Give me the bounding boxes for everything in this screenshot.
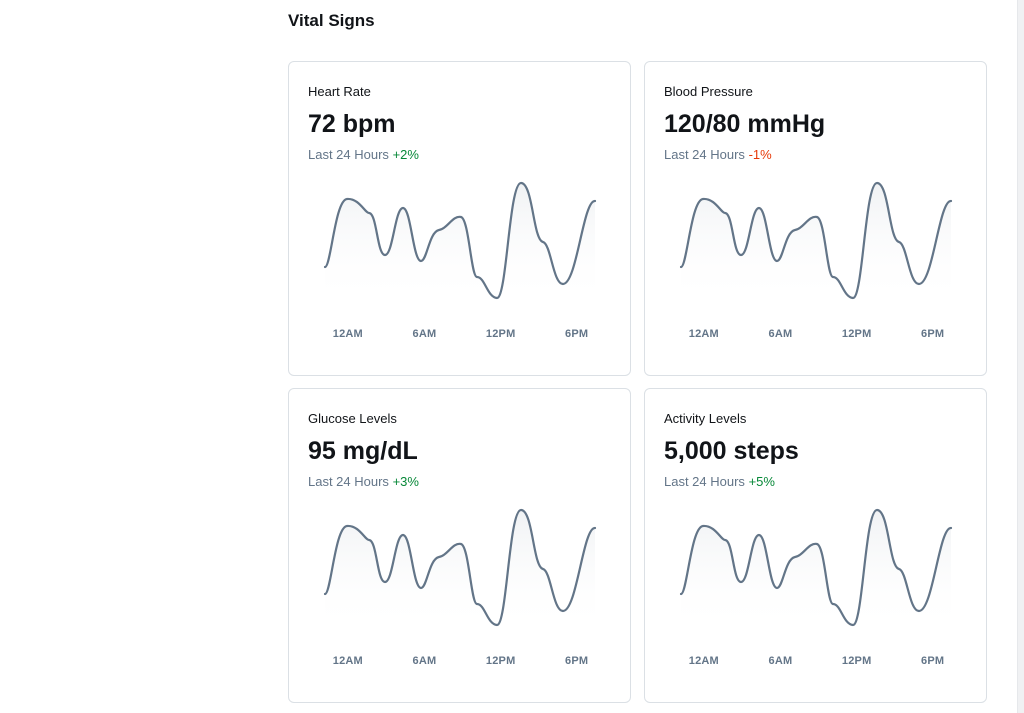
- x-tick-label: 6PM: [921, 328, 945, 340]
- trend-line: [323, 181, 597, 300]
- card-period: Last 24 Hours +3%: [308, 474, 610, 490]
- trend-chart: [308, 180, 613, 305]
- vital-card-heart-rate: Heart Rate 72 bpm Last 24 Hours +2% 12AM…: [288, 61, 631, 376]
- trend-area: [325, 183, 595, 305]
- card-value: 5,000 steps: [664, 437, 799, 465]
- trend-area: [325, 510, 595, 632]
- x-tick-label: 6AM: [768, 328, 793, 340]
- card-value: 95 mg/dL: [308, 437, 418, 465]
- x-tick-label: 12PM: [485, 328, 516, 340]
- change-badge: -1%: [748, 147, 772, 162]
- x-tick-label: 12PM: [841, 328, 872, 340]
- card-period: Last 24 Hours +5%: [664, 474, 966, 490]
- x-axis: 12AM 6AM 12PM 6PM: [664, 326, 969, 342]
- x-tick-label: 12PM: [485, 655, 516, 667]
- period-text: Last 24 Hours: [308, 147, 389, 162]
- vital-card-activity-levels: Activity Levels 5,000 steps Last 24 Hour…: [644, 388, 987, 703]
- vital-card-glucose-levels: Glucose Levels 95 mg/dL Last 24 Hours +3…: [288, 388, 631, 703]
- card-period: Last 24 Hours -1%: [664, 147, 966, 163]
- change-badge: +3%: [392, 474, 419, 489]
- trend-group: [679, 181, 953, 305]
- trend-area: [681, 183, 951, 305]
- trend-line: [323, 508, 597, 627]
- change-badge: +2%: [392, 147, 419, 162]
- card-value: 72 bpm: [308, 110, 396, 138]
- x-tick-label: 6PM: [921, 655, 945, 667]
- x-tick-label: 6AM: [412, 328, 437, 340]
- period-text: Last 24 Hours: [308, 474, 389, 489]
- vitals-grid: Heart Rate 72 bpm Last 24 Hours +2% 12AM…: [288, 61, 987, 703]
- trend-line: [679, 181, 953, 300]
- x-tick-label: 12PM: [841, 655, 872, 667]
- x-tick-label: 12AM: [332, 655, 363, 667]
- trend-group: [323, 181, 597, 305]
- trend-chart: [664, 507, 969, 632]
- page-scrollbar[interactable]: [1017, 0, 1024, 713]
- x-axis: 12AM 6AM 12PM 6PM: [664, 653, 969, 669]
- trend-chart-svg: [323, 181, 597, 305]
- card-value: 120/80 mmHg: [664, 110, 826, 138]
- trend-group: [679, 508, 953, 632]
- card-label: Activity Levels: [664, 411, 747, 426]
- trend-group: [323, 508, 597, 632]
- x-tick-label: 6AM: [412, 655, 437, 667]
- x-tick-label: 12AM: [688, 328, 719, 340]
- x-axis: 12AM 6AM 12PM 6PM: [308, 326, 613, 342]
- x-tick-label: 6AM: [768, 655, 793, 667]
- trend-area: [681, 510, 951, 632]
- trend-chart-svg: [679, 181, 953, 305]
- trend-chart: [308, 507, 613, 632]
- period-text: Last 24 Hours: [664, 147, 745, 162]
- trend-chart-svg: [323, 508, 597, 632]
- card-period: Last 24 Hours +2%: [308, 147, 610, 163]
- trend-chart: [664, 180, 969, 305]
- card-label: Blood Pressure: [664, 84, 753, 99]
- x-tick-label: 12AM: [332, 328, 363, 340]
- vital-card-blood-pressure: Blood Pressure 120/80 mmHg Last 24 Hours…: [644, 61, 987, 376]
- period-text: Last 24 Hours: [664, 474, 745, 489]
- trend-line: [679, 508, 953, 627]
- card-label: Heart Rate: [308, 84, 371, 99]
- x-tick-label: 6PM: [565, 655, 589, 667]
- x-tick-label: 6PM: [565, 328, 589, 340]
- change-badge: +5%: [748, 474, 775, 489]
- x-tick-label: 12AM: [688, 655, 719, 667]
- card-label: Glucose Levels: [308, 411, 397, 426]
- trend-chart-svg: [679, 508, 953, 632]
- section-title: Vital Signs: [288, 11, 375, 30]
- x-axis: 12AM 6AM 12PM 6PM: [308, 653, 613, 669]
